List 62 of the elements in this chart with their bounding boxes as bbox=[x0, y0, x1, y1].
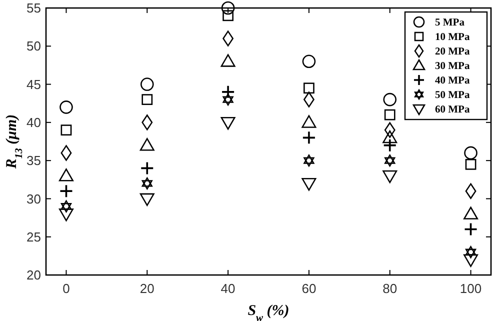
x-tick-label: 80 bbox=[382, 281, 398, 296]
point bbox=[304, 154, 314, 167]
point bbox=[464, 222, 478, 236]
point bbox=[384, 154, 396, 167]
x-tick-label: 60 bbox=[302, 281, 316, 296]
point bbox=[58, 168, 74, 182]
point bbox=[302, 178, 316, 191]
x-tick-label: 20 bbox=[140, 281, 154, 296]
y-tick-label: 40 bbox=[26, 114, 41, 130]
point bbox=[142, 177, 152, 190]
point bbox=[60, 100, 73, 114]
point bbox=[384, 122, 396, 138]
point bbox=[382, 130, 398, 144]
point bbox=[465, 246, 476, 258]
point bbox=[383, 92, 397, 106]
point bbox=[465, 158, 476, 170]
point bbox=[140, 161, 154, 176]
x-axis-title: S$_{w}$ (%) bbox=[248, 303, 290, 321]
y-tick-label: 45 bbox=[26, 76, 41, 92]
point bbox=[59, 184, 74, 198]
y-tick-label: 30 bbox=[26, 191, 41, 206]
x-tick-label: 100 bbox=[460, 281, 482, 296]
x-tick-label: 40 bbox=[220, 281, 236, 296]
point bbox=[142, 114, 153, 130]
point bbox=[140, 78, 154, 91]
point bbox=[60, 124, 72, 136]
legend-label: 50 MPa bbox=[435, 90, 470, 102]
legend-label: 40 MPa bbox=[435, 76, 470, 87]
point bbox=[384, 109, 396, 120]
point bbox=[382, 138, 397, 152]
x-tick-label: 0 bbox=[62, 281, 70, 296]
y-tick-label: 35 bbox=[26, 153, 41, 168]
point bbox=[465, 183, 476, 199]
point bbox=[60, 145, 72, 161]
point bbox=[220, 116, 236, 130]
point bbox=[302, 54, 316, 68]
point bbox=[222, 93, 234, 106]
point bbox=[304, 82, 314, 94]
legend-label: 20 MPa bbox=[435, 46, 470, 58]
y-tick-label: 55 bbox=[26, 0, 41, 16]
legend-label: 10 MPa bbox=[435, 32, 470, 44]
legend-label: 30 MPa bbox=[435, 61, 470, 72]
point bbox=[140, 193, 154, 206]
point bbox=[60, 200, 72, 212]
y-tick-label: 25 bbox=[26, 229, 41, 244]
point bbox=[464, 146, 478, 160]
point bbox=[302, 130, 316, 145]
point bbox=[140, 138, 154, 151]
point bbox=[221, 1, 235, 15]
point bbox=[302, 115, 316, 128]
y-tick-label: 50 bbox=[26, 38, 41, 54]
point bbox=[221, 85, 235, 99]
legend-label: 60 MPa bbox=[435, 104, 470, 116]
point bbox=[58, 208, 74, 222]
point bbox=[142, 94, 153, 105]
point bbox=[382, 170, 398, 184]
point bbox=[222, 10, 234, 22]
point bbox=[464, 254, 478, 267]
point bbox=[220, 54, 236, 67]
y-tick-label: 20 bbox=[26, 268, 41, 283]
legend-label: 5 MPa bbox=[435, 18, 466, 29]
point bbox=[464, 206, 478, 220]
